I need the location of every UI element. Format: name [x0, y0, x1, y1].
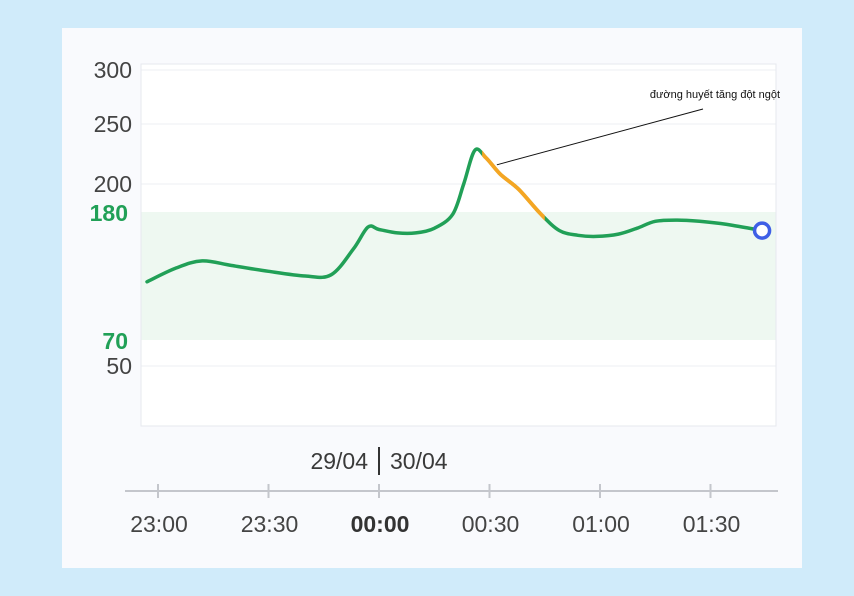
data-point — [367, 226, 369, 228]
data-point — [378, 228, 380, 230]
y-tick-label: 300 — [94, 57, 132, 83]
data-point — [463, 183, 465, 185]
data-point — [698, 220, 700, 222]
date-label-after: 30/04 — [390, 448, 448, 474]
data-point — [201, 260, 203, 262]
y-tick-label: 50 — [106, 353, 132, 379]
x-tick-label: 00:30 — [462, 511, 520, 537]
y-tick-label: 250 — [94, 111, 132, 137]
data-point — [304, 275, 306, 277]
data-point — [654, 220, 656, 222]
data-point — [352, 248, 354, 250]
x-tick-label: 01:30 — [683, 511, 741, 537]
data-point — [267, 270, 269, 272]
data-point — [499, 173, 501, 175]
annotation-leader-line — [496, 108, 704, 166]
data-point — [415, 232, 417, 234]
data-point — [595, 235, 597, 237]
data-point — [230, 264, 232, 266]
data-point — [485, 156, 487, 158]
annotation-text: đường huyết tăng đột ngột — [650, 89, 780, 101]
x-tick-label: 01:00 — [572, 511, 630, 537]
chart-card: 50 200 250 300 180 70 23:00 23:30 00:00 00:30 01:0… — [62, 28, 802, 568]
data-point — [540, 213, 542, 215]
x-tick-label: 00:00 — [351, 511, 410, 537]
data-point — [735, 225, 737, 227]
x-tick-label: 23:30 — [241, 511, 299, 537]
target-range-label: 70 — [102, 328, 128, 354]
current-reading-marker[interactable] — [752, 221, 772, 240]
date-label-before: 29/04 — [310, 448, 368, 474]
data-point — [518, 188, 520, 190]
data-point — [577, 234, 579, 236]
data-point — [175, 267, 177, 269]
target-range-band — [141, 212, 776, 340]
glucose-line — [145, 147, 764, 284]
x-tick-label: 23:00 — [130, 511, 188, 537]
glucose-chart: 50 200 250 300 180 70 23:00 23:30 00:00 00:30 01:0… — [90, 57, 780, 537]
plot-border — [140, 63, 777, 427]
data-point — [146, 281, 148, 283]
target-range-label: 180 — [90, 200, 128, 226]
data-point — [636, 227, 638, 229]
data-point — [433, 227, 435, 229]
data-point — [676, 219, 678, 221]
data-point — [720, 222, 722, 224]
data-point — [617, 233, 619, 235]
data-point — [558, 229, 560, 231]
data-point — [474, 149, 476, 151]
data-point — [330, 274, 332, 276]
data-point — [396, 232, 398, 234]
data-point — [451, 213, 453, 215]
y-tick-label: 200 — [94, 171, 132, 197]
